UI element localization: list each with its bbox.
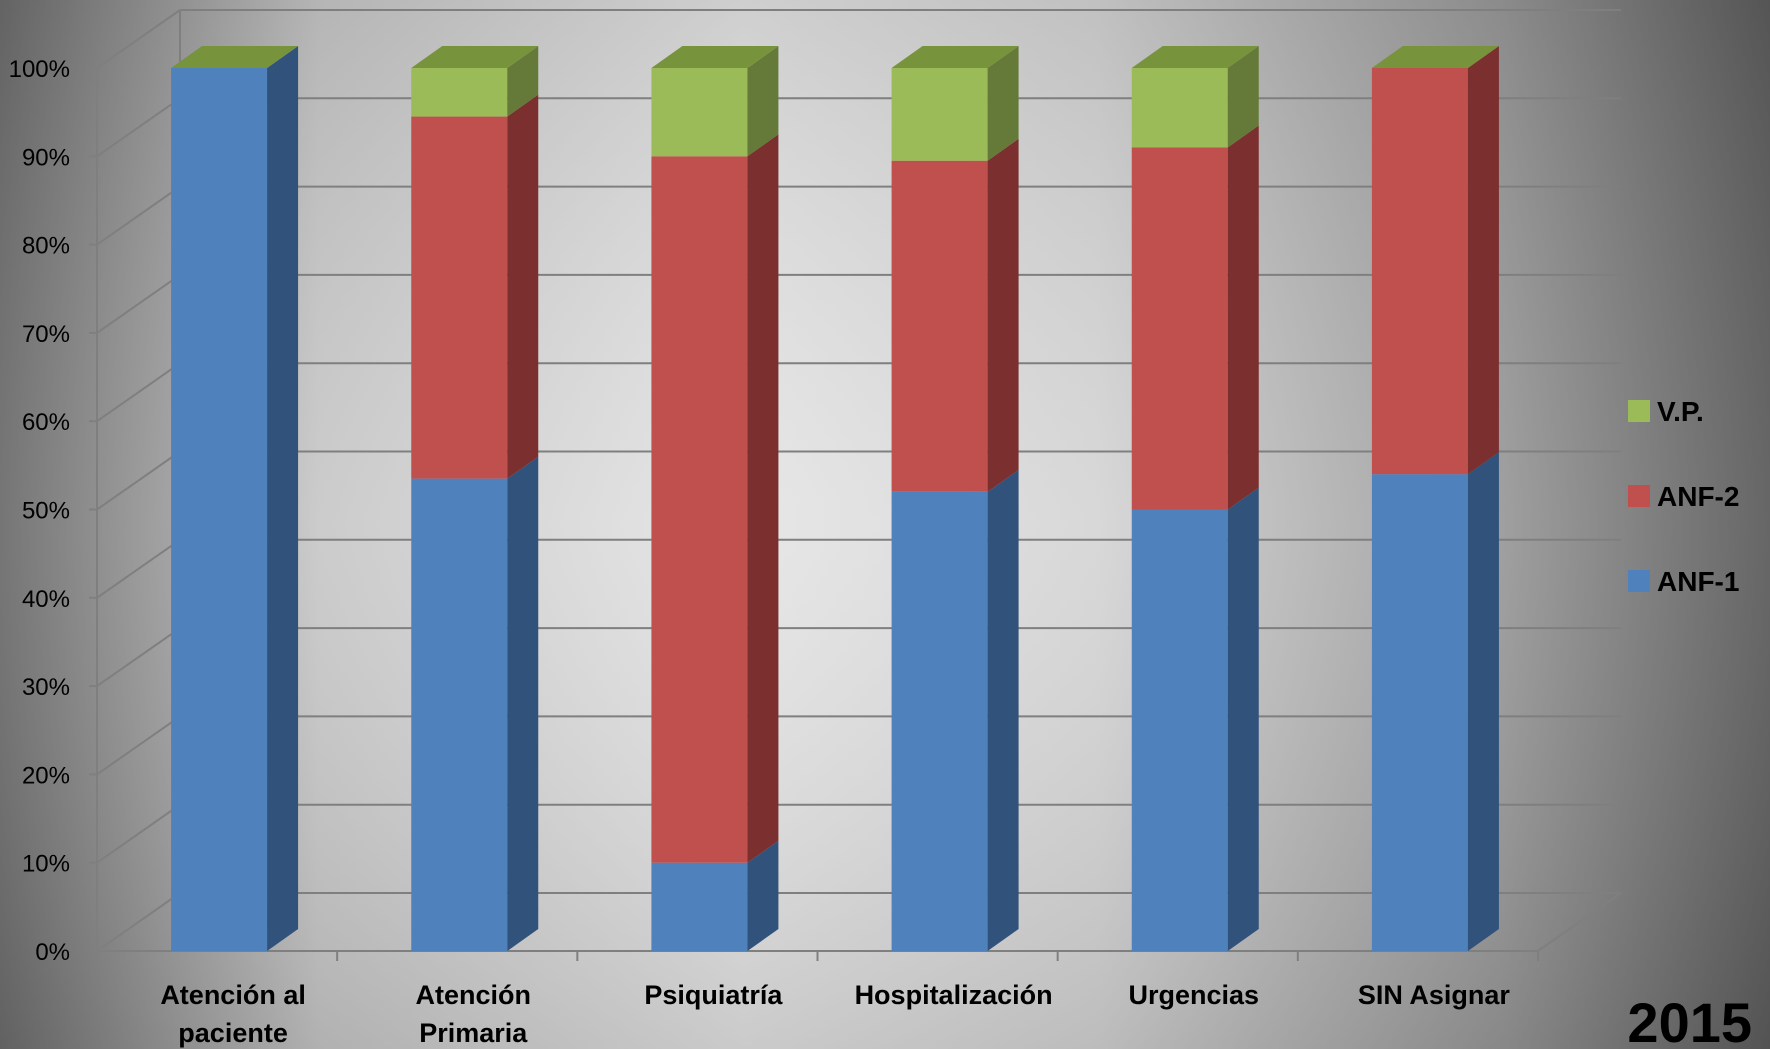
bar-side-anf-1	[1467, 452, 1499, 951]
bar-side-v-p	[747, 46, 779, 157]
gridline-side	[96, 362, 181, 423]
legend-swatch	[1628, 570, 1650, 592]
bar-anf-2	[1371, 68, 1468, 475]
bar-anf-2	[1131, 147, 1228, 510]
bar-v-p	[1131, 68, 1228, 148]
y-tick-label: 100%	[9, 56, 70, 83]
bar-side-anf-1	[507, 456, 539, 951]
bar-anf-1	[891, 491, 988, 951]
bar-anf-2	[411, 116, 508, 479]
bar-v-p	[411, 68, 508, 117]
y-axis-tick-labels: 0% 10% 20% 30% 40% 50% 60% 70% 80% 90% 100%	[9, 56, 70, 966]
bar-side-anf-2	[1467, 46, 1499, 475]
x-axis-tick-labels: Atención al paciente Atención Primaria Psiqu…	[160, 980, 1510, 1048]
legend-label: ANF-2	[1657, 481, 1739, 512]
year-label: 2015	[1627, 991, 1752, 1049]
bar-side-anf-2	[1227, 125, 1259, 510]
bar-anf-1	[651, 862, 748, 951]
gridline-side	[96, 185, 181, 246]
bar-top-v-p	[411, 46, 539, 68]
y-tick-label: 70%	[22, 321, 70, 348]
bar-side-anf-1	[1227, 487, 1259, 951]
gridline-side	[96, 97, 181, 158]
y-tick-label: 20%	[22, 762, 70, 789]
x-tick-label: Primaria	[419, 1018, 528, 1048]
bar-v-p	[651, 68, 748, 157]
bar-anf-2	[891, 160, 988, 492]
legend-label: ANF-1	[1657, 566, 1739, 597]
bar-stack	[1371, 46, 1499, 951]
x-tick-label: paciente	[178, 1018, 288, 1048]
gridline-side	[96, 274, 181, 334]
y-tick-label: 40%	[22, 586, 70, 613]
floor-edge	[1537, 892, 1622, 952]
bar-side-v-p	[1227, 46, 1259, 148]
bar-v-p	[891, 68, 988, 161]
gridline-side	[96, 9, 181, 69]
bar-anf-2	[651, 156, 748, 863]
gridline-side	[96, 450, 181, 511]
gridline-side	[96, 892, 181, 952]
x-tick-label: Atención al	[160, 980, 306, 1010]
bar-top-v-p	[1131, 46, 1259, 68]
y-tick-label: 30%	[22, 674, 70, 701]
bar-anf-1	[171, 68, 268, 951]
bar-side-anf-2	[747, 134, 779, 863]
legend-label: V.P.	[1657, 396, 1704, 427]
bar-top-v-p	[891, 46, 1019, 68]
y-tick-label: 80%	[22, 233, 70, 260]
bar-side-anf-2	[507, 94, 539, 479]
bar-stack	[651, 46, 779, 951]
y-tick-label: 10%	[22, 851, 70, 878]
bars	[171, 46, 1499, 951]
bar-top-v-p	[651, 46, 779, 68]
bar-anf-1	[1371, 474, 1468, 951]
bar-stack	[171, 46, 299, 951]
gridline-side	[96, 803, 181, 864]
bar-stack	[411, 46, 539, 951]
y-tick-label: 60%	[22, 409, 70, 436]
bar-anf-1	[411, 478, 508, 951]
bar-side-anf-1	[747, 840, 779, 951]
bar-stack	[1131, 46, 1259, 951]
x-tick-label: Hospitalización	[855, 980, 1053, 1010]
bar-side-anf-2	[987, 138, 1019, 492]
x-tick-label: Urgencias	[1128, 980, 1259, 1010]
legend: V.P. ANF-2 ANF-1	[1628, 396, 1739, 597]
y-tick-label: 90%	[22, 144, 70, 171]
x-tick-label: Psiquiatría	[644, 980, 783, 1010]
bar-top-cap	[1371, 46, 1499, 68]
bar-side-v-p	[987, 46, 1019, 161]
bar-side-anf-1	[987, 469, 1019, 951]
bar-top-cap	[171, 46, 299, 68]
gridline-side	[96, 627, 181, 687]
legend-swatch	[1628, 400, 1650, 422]
bar-stack	[891, 46, 1019, 951]
bar-anf-1	[1131, 509, 1228, 951]
x-tick-label: SIN Asignar	[1358, 980, 1511, 1010]
y-tick-label: 0%	[35, 939, 70, 966]
y-tick-label: 50%	[22, 498, 70, 525]
x-tick-label: Atención	[415, 980, 531, 1010]
bar-side-v-p	[507, 46, 539, 117]
bar-side-anf-1	[267, 46, 299, 951]
gridline-side	[96, 715, 181, 776]
gridline-side	[96, 538, 181, 599]
legend-swatch	[1628, 485, 1650, 507]
